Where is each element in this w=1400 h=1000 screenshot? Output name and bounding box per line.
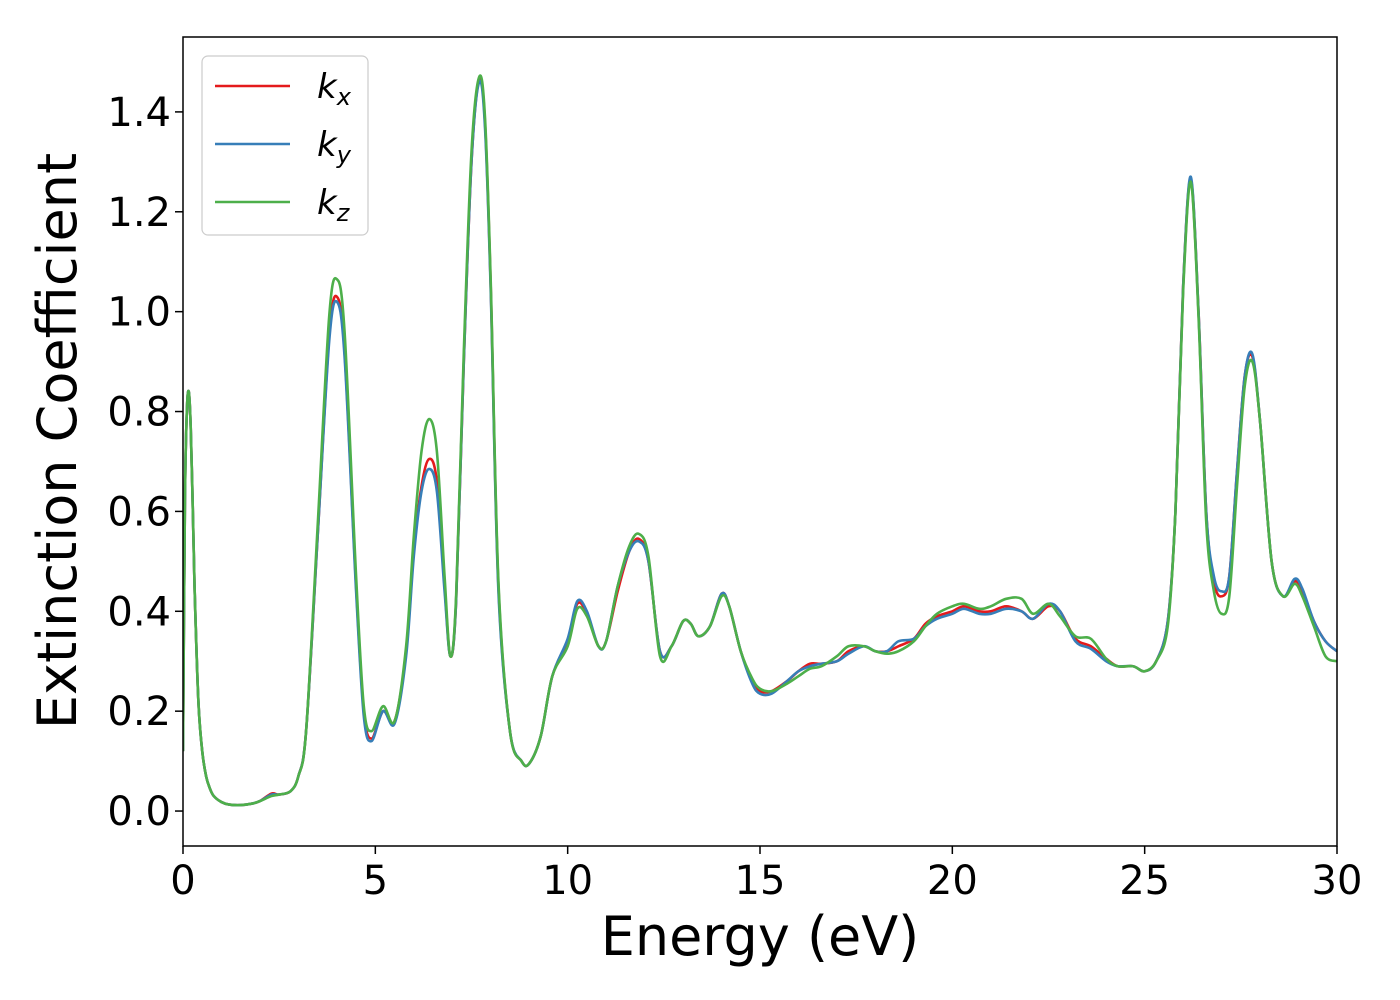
y-tick-label: 1.2: [107, 190, 171, 236]
y-tick-label: 0.2: [107, 689, 171, 735]
y-tick-label: 1.4: [107, 90, 171, 136]
legend: kx ky kz: [201, 55, 369, 236]
x-axis: 0 5 10 15 20 25 30: [170, 846, 1362, 904]
x-tick-label: 5: [363, 858, 388, 904]
x-tick-label: 30: [1312, 858, 1363, 904]
y-tick-label: 0.4: [107, 589, 171, 635]
y-tick-label: 0.6: [107, 489, 171, 535]
x-tick-label: 10: [542, 858, 593, 904]
legend-label-kz: kz: [317, 183, 351, 227]
x-tick-label: 15: [735, 858, 786, 904]
y-axis: 0.0 0.2 0.4 0.6 0.8 1.0 1.2 1.4: [107, 90, 183, 835]
y-tick-label: 0.0: [107, 789, 171, 835]
x-axis-title: Energy (eV): [601, 905, 920, 968]
legend-label-ky: ky: [317, 125, 352, 169]
series-line-kz: [183, 74, 1337, 807]
legend-box: [201, 55, 369, 236]
y-tick-label: 1.0: [107, 290, 171, 336]
y-tick-label: 0.8: [107, 390, 171, 436]
plot-area: [183, 74, 1337, 807]
y-axis-title: Extinction Coefficient: [26, 153, 89, 729]
legend-label-kx: kx: [317, 67, 352, 111]
x-tick-label: 25: [1119, 858, 1170, 904]
x-tick-label: 20: [927, 858, 978, 904]
x-tick-label: 0: [170, 858, 195, 904]
